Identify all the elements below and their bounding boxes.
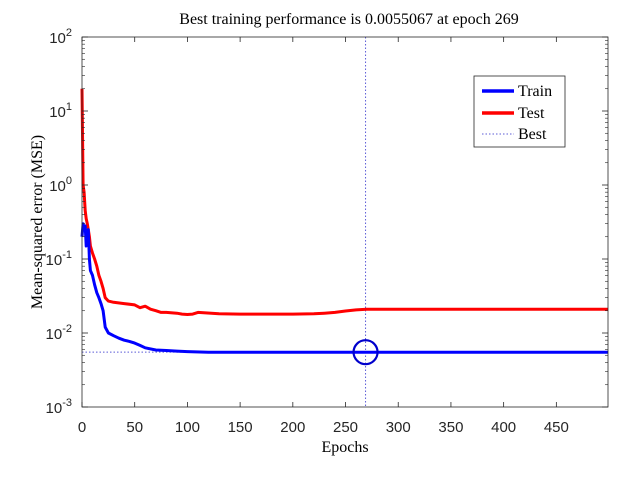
legend-label-train: Train xyxy=(518,83,552,100)
x-tick-label: 250 xyxy=(333,419,358,436)
y-tick-label: 102 xyxy=(49,27,72,47)
chart-title: Best training performance is 0.0055067 a… xyxy=(179,11,518,28)
y-tick-label: 100 xyxy=(49,175,72,195)
y-tick-label: 101 xyxy=(49,101,72,121)
x-tick-label: 400 xyxy=(491,419,516,436)
legend-label-best: Best xyxy=(518,126,547,143)
y-tick-label: 10-3 xyxy=(46,397,72,417)
ticks-layer: 0 50 100 150 200 250 300 350 400 450 10-3 10-2 10-1 1… xyxy=(46,27,608,436)
y-axis-label: Mean-squared error (MSE) xyxy=(29,135,46,309)
legend-label-test: Test xyxy=(518,105,545,122)
x-tick-label: 0 xyxy=(78,419,86,436)
x-axis-label: Epochs xyxy=(321,439,368,456)
x-tick-label: 50 xyxy=(126,419,143,436)
x-tick-label: 450 xyxy=(544,419,569,436)
x-tick-label: 300 xyxy=(386,419,411,436)
best-marker-circle xyxy=(352,339,379,366)
y-tick-label: 10-2 xyxy=(46,323,72,343)
series-line-train xyxy=(80,222,608,354)
x-tick-label: 100 xyxy=(175,419,200,436)
series-layer xyxy=(80,37,608,407)
y-tick-label: 10-1 xyxy=(46,249,72,269)
x-tick-label: 350 xyxy=(438,419,463,436)
plot-frame xyxy=(81,36,609,408)
x-tick-label: 150 xyxy=(228,419,253,436)
legend: Train Test Best xyxy=(473,75,566,148)
x-tick-label: 200 xyxy=(280,419,305,436)
